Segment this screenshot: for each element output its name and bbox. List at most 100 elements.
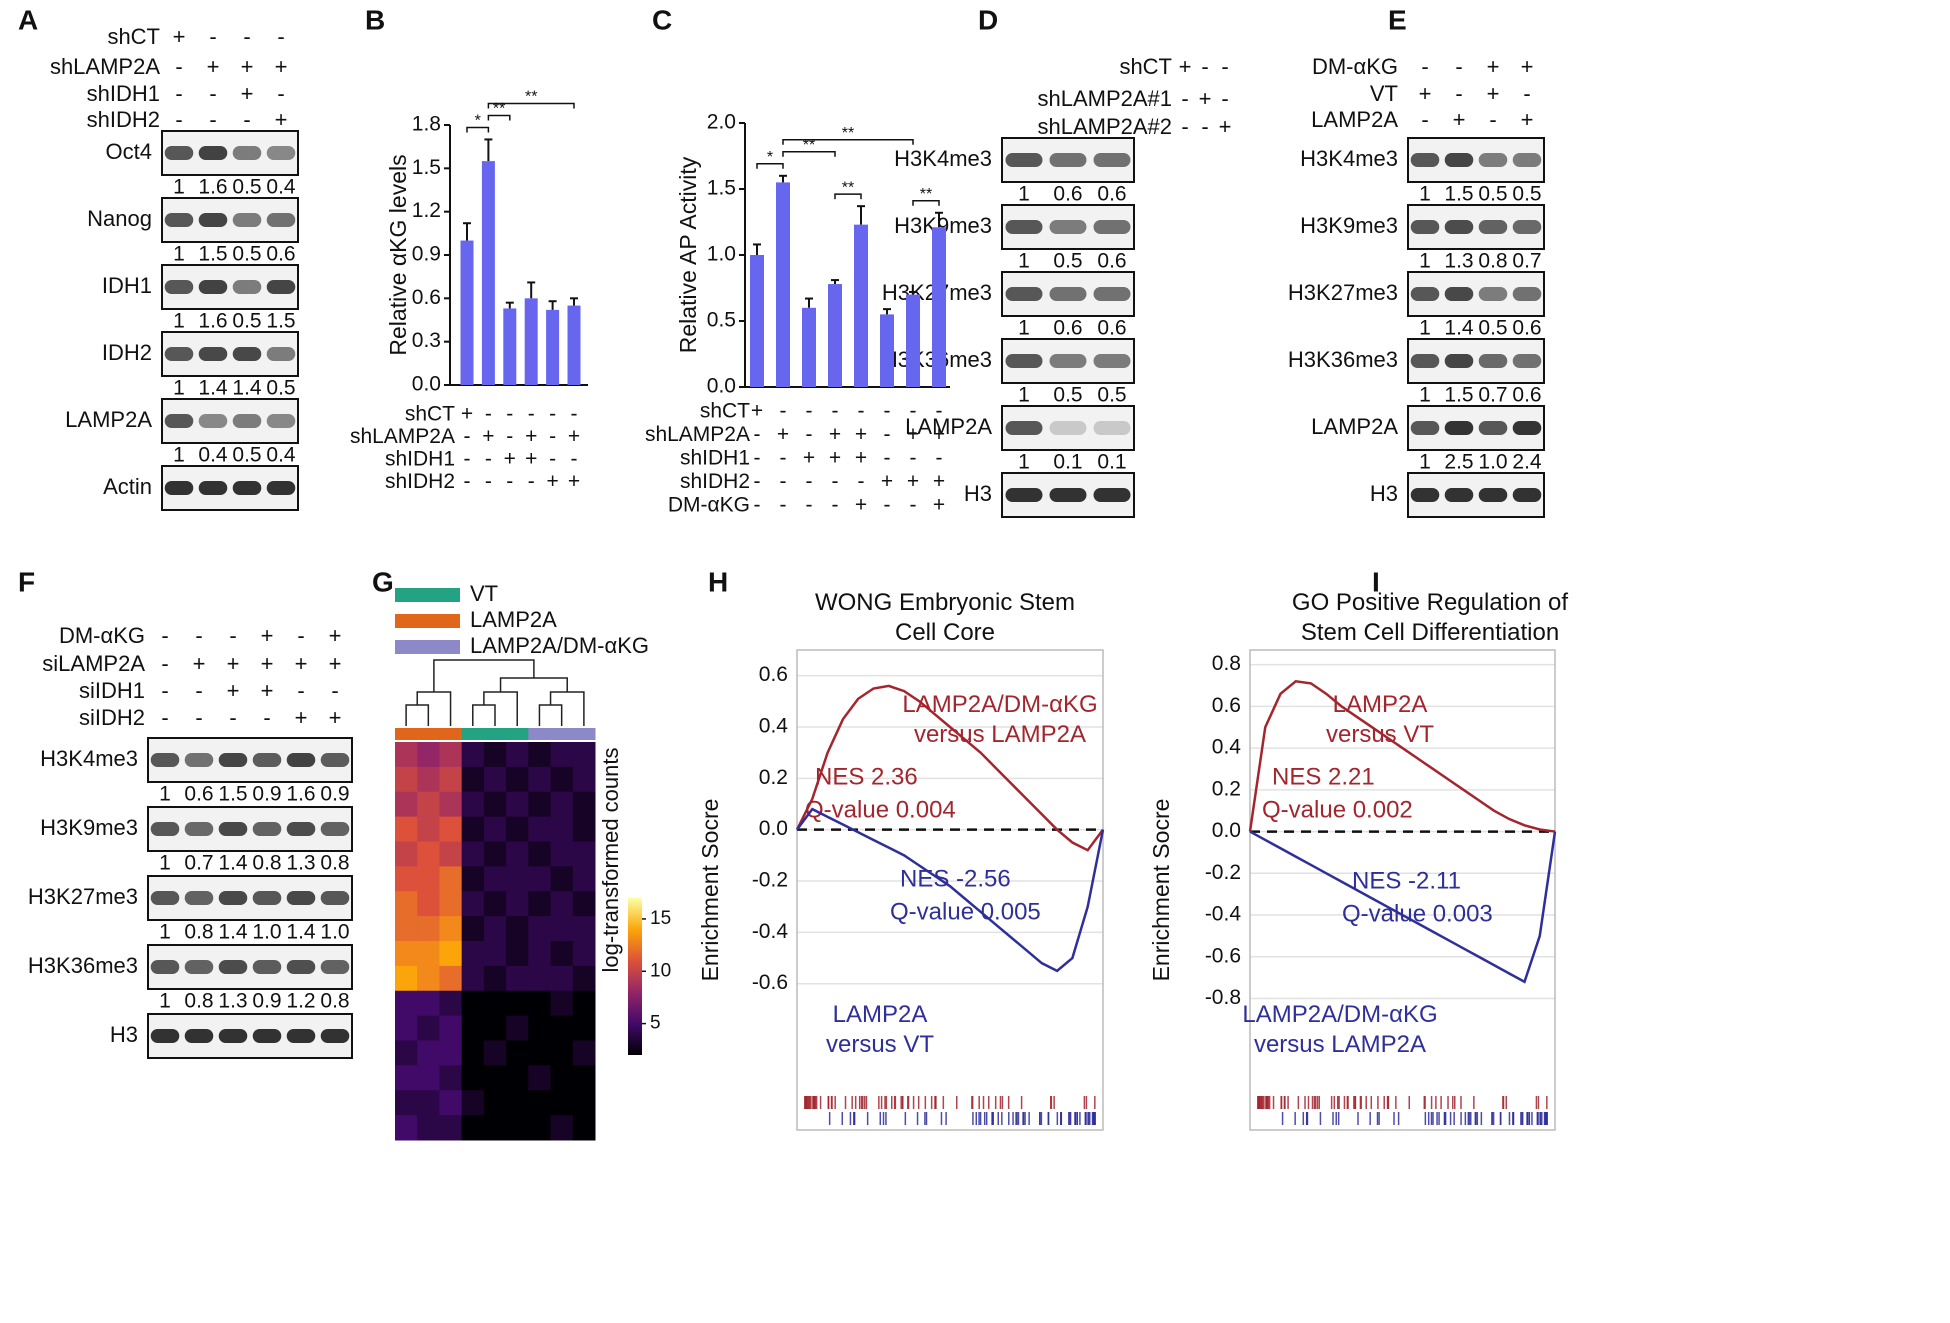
condition-label: shIDH2 [385,470,455,493]
group-annotation [439,728,463,740]
y-tick-label: 0.0 [707,375,736,398]
heatmap-cell [572,965,596,992]
blot-band [286,891,316,905]
blot-band [286,822,316,836]
panel-label: I [1372,566,1380,597]
heatmap-cell [395,841,418,867]
quantification: 0.5 [1478,317,1507,340]
condition-label: shLAMP2A [350,425,455,448]
blot-band [1512,220,1542,234]
heatmap-cell [506,916,529,942]
heatmap-cell [550,742,574,768]
plot-frame [1249,649,1556,1131]
heatmap-cell [417,1015,440,1041]
heatmap-cell [550,841,574,867]
blot-frame [147,806,353,852]
quantification: 1.5 [1444,183,1473,206]
blot-band [1093,354,1131,368]
condition-sign: - [858,400,865,423]
quantification: 1 [173,243,185,266]
condition-sign: - [1455,54,1462,79]
blot-band [150,1029,180,1043]
blot-band [1512,153,1542,167]
condition-sign: - [754,470,761,493]
panel-label: F [18,566,35,597]
bar [750,255,764,387]
series-label: LAMP2A/DM-αKG versus LAMP2A [902,691,1098,748]
heatmap-cell [572,1090,596,1116]
blot-band [1512,421,1542,435]
heatmap-cell [461,866,485,892]
heatmap-cell [439,742,463,768]
blot-band [1478,354,1508,368]
quantification: 1 [159,852,171,875]
blot-band [1410,287,1440,301]
heatmap-cell [483,766,507,793]
blot-band [320,822,350,836]
significance-label: ** [842,125,854,142]
quantification: 0.6 [1512,317,1541,340]
quantification: 1 [159,921,171,944]
condition-sign: + [261,678,274,703]
heatmap-cell [439,941,463,967]
heatmap-cell [572,816,596,842]
bar [932,227,946,387]
condition-sign: + [275,107,288,132]
condition-sign: - [528,470,535,493]
nes-label: NES 2.36 [815,763,918,790]
quantification: 1.4 [218,921,248,944]
heatmap-cell [439,965,463,992]
condition-sign: - [175,54,182,79]
significance-bracket [782,151,836,157]
significance-bracket [834,193,862,200]
condition-sign: + [1487,81,1500,106]
condition-sign: - [884,494,891,517]
heatmap-cell [506,891,529,917]
condition-sign: + [829,423,841,446]
bar [481,161,495,385]
significance-bracket [912,200,940,206]
y-axis-label: Relative AP Activity [675,156,701,353]
quantification: 1.2 [286,990,315,1013]
heatmap-cell [483,1015,507,1041]
heatmap-cell [417,941,440,967]
heatmap-cell [550,866,574,892]
heatmap-cell [506,841,529,867]
blot-band [1049,153,1087,167]
y-tick-label: 0.0 [1212,819,1241,842]
blot-band [218,822,248,836]
condition-sign: - [506,470,513,493]
heatmap-cell [439,891,463,917]
blot-band [218,1029,248,1043]
blot-band [252,1029,282,1043]
series-label: LAMP2A versus VT [1325,691,1435,748]
group-annotation [506,728,529,740]
heatmap-cell [395,891,418,917]
condition-label: shCT [1119,54,1172,79]
heatmap-cell [395,1040,418,1066]
heatmap-cell [506,1115,529,1141]
heatmap-cell [439,791,463,818]
heatmap-cell [550,1090,574,1116]
heatmap-cell [395,990,418,1017]
y-tick-label: 0.8 [1212,652,1241,675]
condition-sign: + [803,447,815,470]
condition-sign: - [910,400,917,423]
condition-sign: - [571,403,578,426]
quantification: 1.4 [198,377,228,400]
y-tick-label: -0.6 [752,971,788,994]
blot-label: H3K4me3 [894,146,992,171]
heatmap-cell [483,742,507,768]
blot-label: IDH2 [102,340,152,365]
blot-label: H3K27me3 [28,884,138,909]
blot-band [198,146,228,160]
quantification: 1 [173,444,185,467]
legend-label: VT [470,581,498,606]
heatmap-cell [395,742,418,768]
heatmap-cell [439,841,463,867]
heatmap-cell [395,766,418,793]
quantification: 0.6 [1512,384,1541,407]
condition-sign: - [528,403,535,426]
y-tick-label: 0.0 [759,817,788,840]
